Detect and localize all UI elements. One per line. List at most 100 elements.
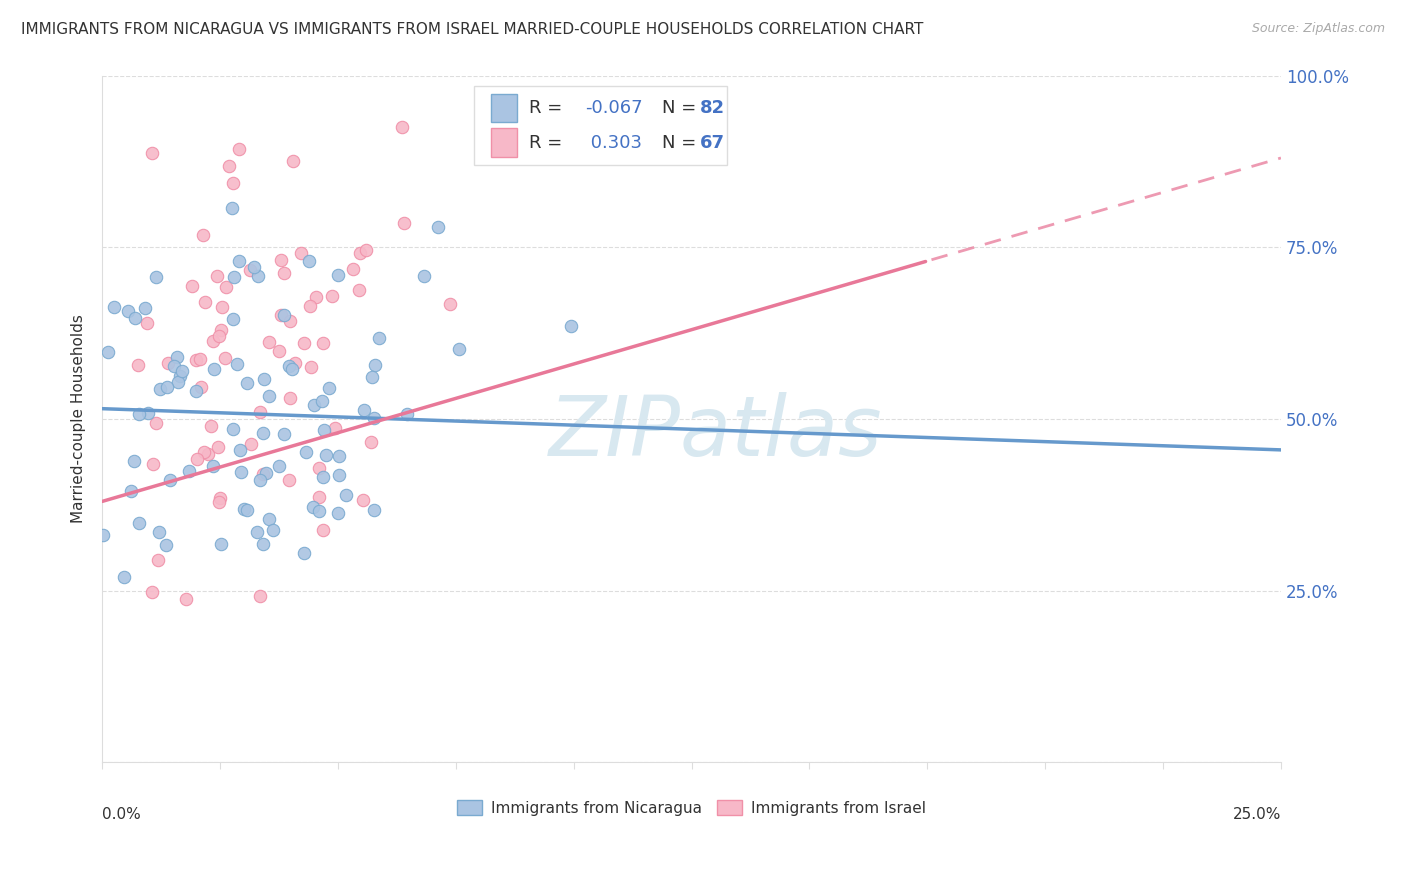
Point — [270, 252, 292, 267]
Point — [252, 537, 274, 551]
Point — [302, 500, 325, 514]
Point — [215, 280, 238, 294]
Point — [270, 308, 292, 322]
Point — [269, 459, 291, 474]
Point — [167, 375, 190, 389]
Point — [311, 394, 333, 409]
Point — [112, 570, 135, 584]
Point — [281, 362, 304, 376]
Point — [141, 584, 163, 599]
Point — [254, 467, 277, 481]
Point — [163, 359, 186, 374]
Point — [145, 416, 167, 430]
Text: IMMIGRANTS FROM NICARAGUA VS IMMIGRANTS FROM ISRAEL MARRIED-COUPLE HOUSEHOLDS CO: IMMIGRANTS FROM NICARAGUA VS IMMIGRANTS … — [21, 22, 924, 37]
Point — [191, 227, 214, 242]
Point — [560, 319, 582, 334]
Point — [252, 467, 274, 481]
Point — [184, 353, 207, 368]
Point — [246, 269, 269, 284]
Point — [257, 335, 280, 350]
Point — [224, 269, 246, 284]
Point — [262, 523, 284, 537]
Point — [190, 380, 212, 394]
Point — [315, 448, 337, 462]
Text: R =: R = — [529, 134, 568, 152]
Point — [120, 483, 142, 498]
Point — [349, 283, 371, 297]
Point — [214, 351, 236, 366]
Point — [208, 329, 231, 343]
FancyBboxPatch shape — [474, 86, 727, 165]
Point — [211, 300, 233, 314]
Point — [396, 407, 419, 421]
Text: 0.303: 0.303 — [585, 134, 643, 152]
Text: -0.067: -0.067 — [585, 99, 643, 117]
Point — [269, 343, 291, 358]
Point — [335, 488, 357, 502]
Point — [257, 512, 280, 526]
Text: 25.0%: 25.0% — [1233, 807, 1281, 822]
Point — [292, 336, 315, 351]
Point — [186, 451, 208, 466]
Point — [349, 246, 371, 260]
Text: 0.0%: 0.0% — [103, 807, 141, 822]
Point — [246, 524, 269, 539]
Point — [124, 310, 146, 325]
Point — [328, 506, 350, 520]
Point — [242, 260, 264, 275]
Point — [174, 591, 197, 606]
Point — [146, 553, 169, 567]
Point — [103, 300, 125, 314]
Point — [281, 153, 304, 168]
Text: R =: R = — [529, 99, 568, 117]
Point — [159, 473, 181, 487]
Point — [391, 120, 413, 134]
Point — [318, 381, 340, 395]
Point — [308, 461, 330, 475]
Point — [197, 447, 219, 461]
Point — [278, 313, 301, 327]
Point — [449, 343, 471, 357]
Point — [127, 358, 149, 372]
Point — [184, 384, 207, 399]
Point — [342, 261, 364, 276]
Point — [298, 254, 321, 268]
Point — [252, 425, 274, 440]
Point — [312, 524, 335, 538]
Point — [273, 308, 295, 322]
Point — [392, 216, 415, 230]
Point — [235, 376, 257, 390]
Point — [253, 372, 276, 386]
Point — [353, 402, 375, 417]
Point — [328, 449, 350, 463]
Point — [222, 422, 245, 436]
Point — [295, 445, 318, 459]
Point — [302, 398, 325, 412]
Point — [249, 404, 271, 418]
Point — [201, 458, 224, 473]
Point — [207, 268, 229, 283]
FancyBboxPatch shape — [491, 94, 517, 122]
Text: N =: N = — [662, 134, 702, 152]
Point — [202, 362, 225, 376]
Point — [200, 419, 222, 434]
Point — [427, 219, 450, 234]
Legend: Immigrants from Nicaragua, Immigrants from Israel: Immigrants from Nicaragua, Immigrants fr… — [450, 793, 934, 823]
Point — [354, 244, 377, 258]
Point — [218, 159, 240, 173]
Point — [232, 502, 254, 516]
Point — [193, 445, 215, 459]
Point — [201, 334, 224, 348]
Point — [439, 297, 461, 311]
Point — [312, 423, 335, 437]
Point — [367, 331, 389, 345]
Point — [249, 590, 271, 604]
Point — [225, 358, 247, 372]
Point — [148, 525, 170, 540]
Point — [209, 537, 232, 551]
Point — [292, 546, 315, 560]
Point — [222, 312, 245, 326]
Point — [278, 391, 301, 405]
Point — [326, 268, 349, 282]
Point — [166, 351, 188, 365]
